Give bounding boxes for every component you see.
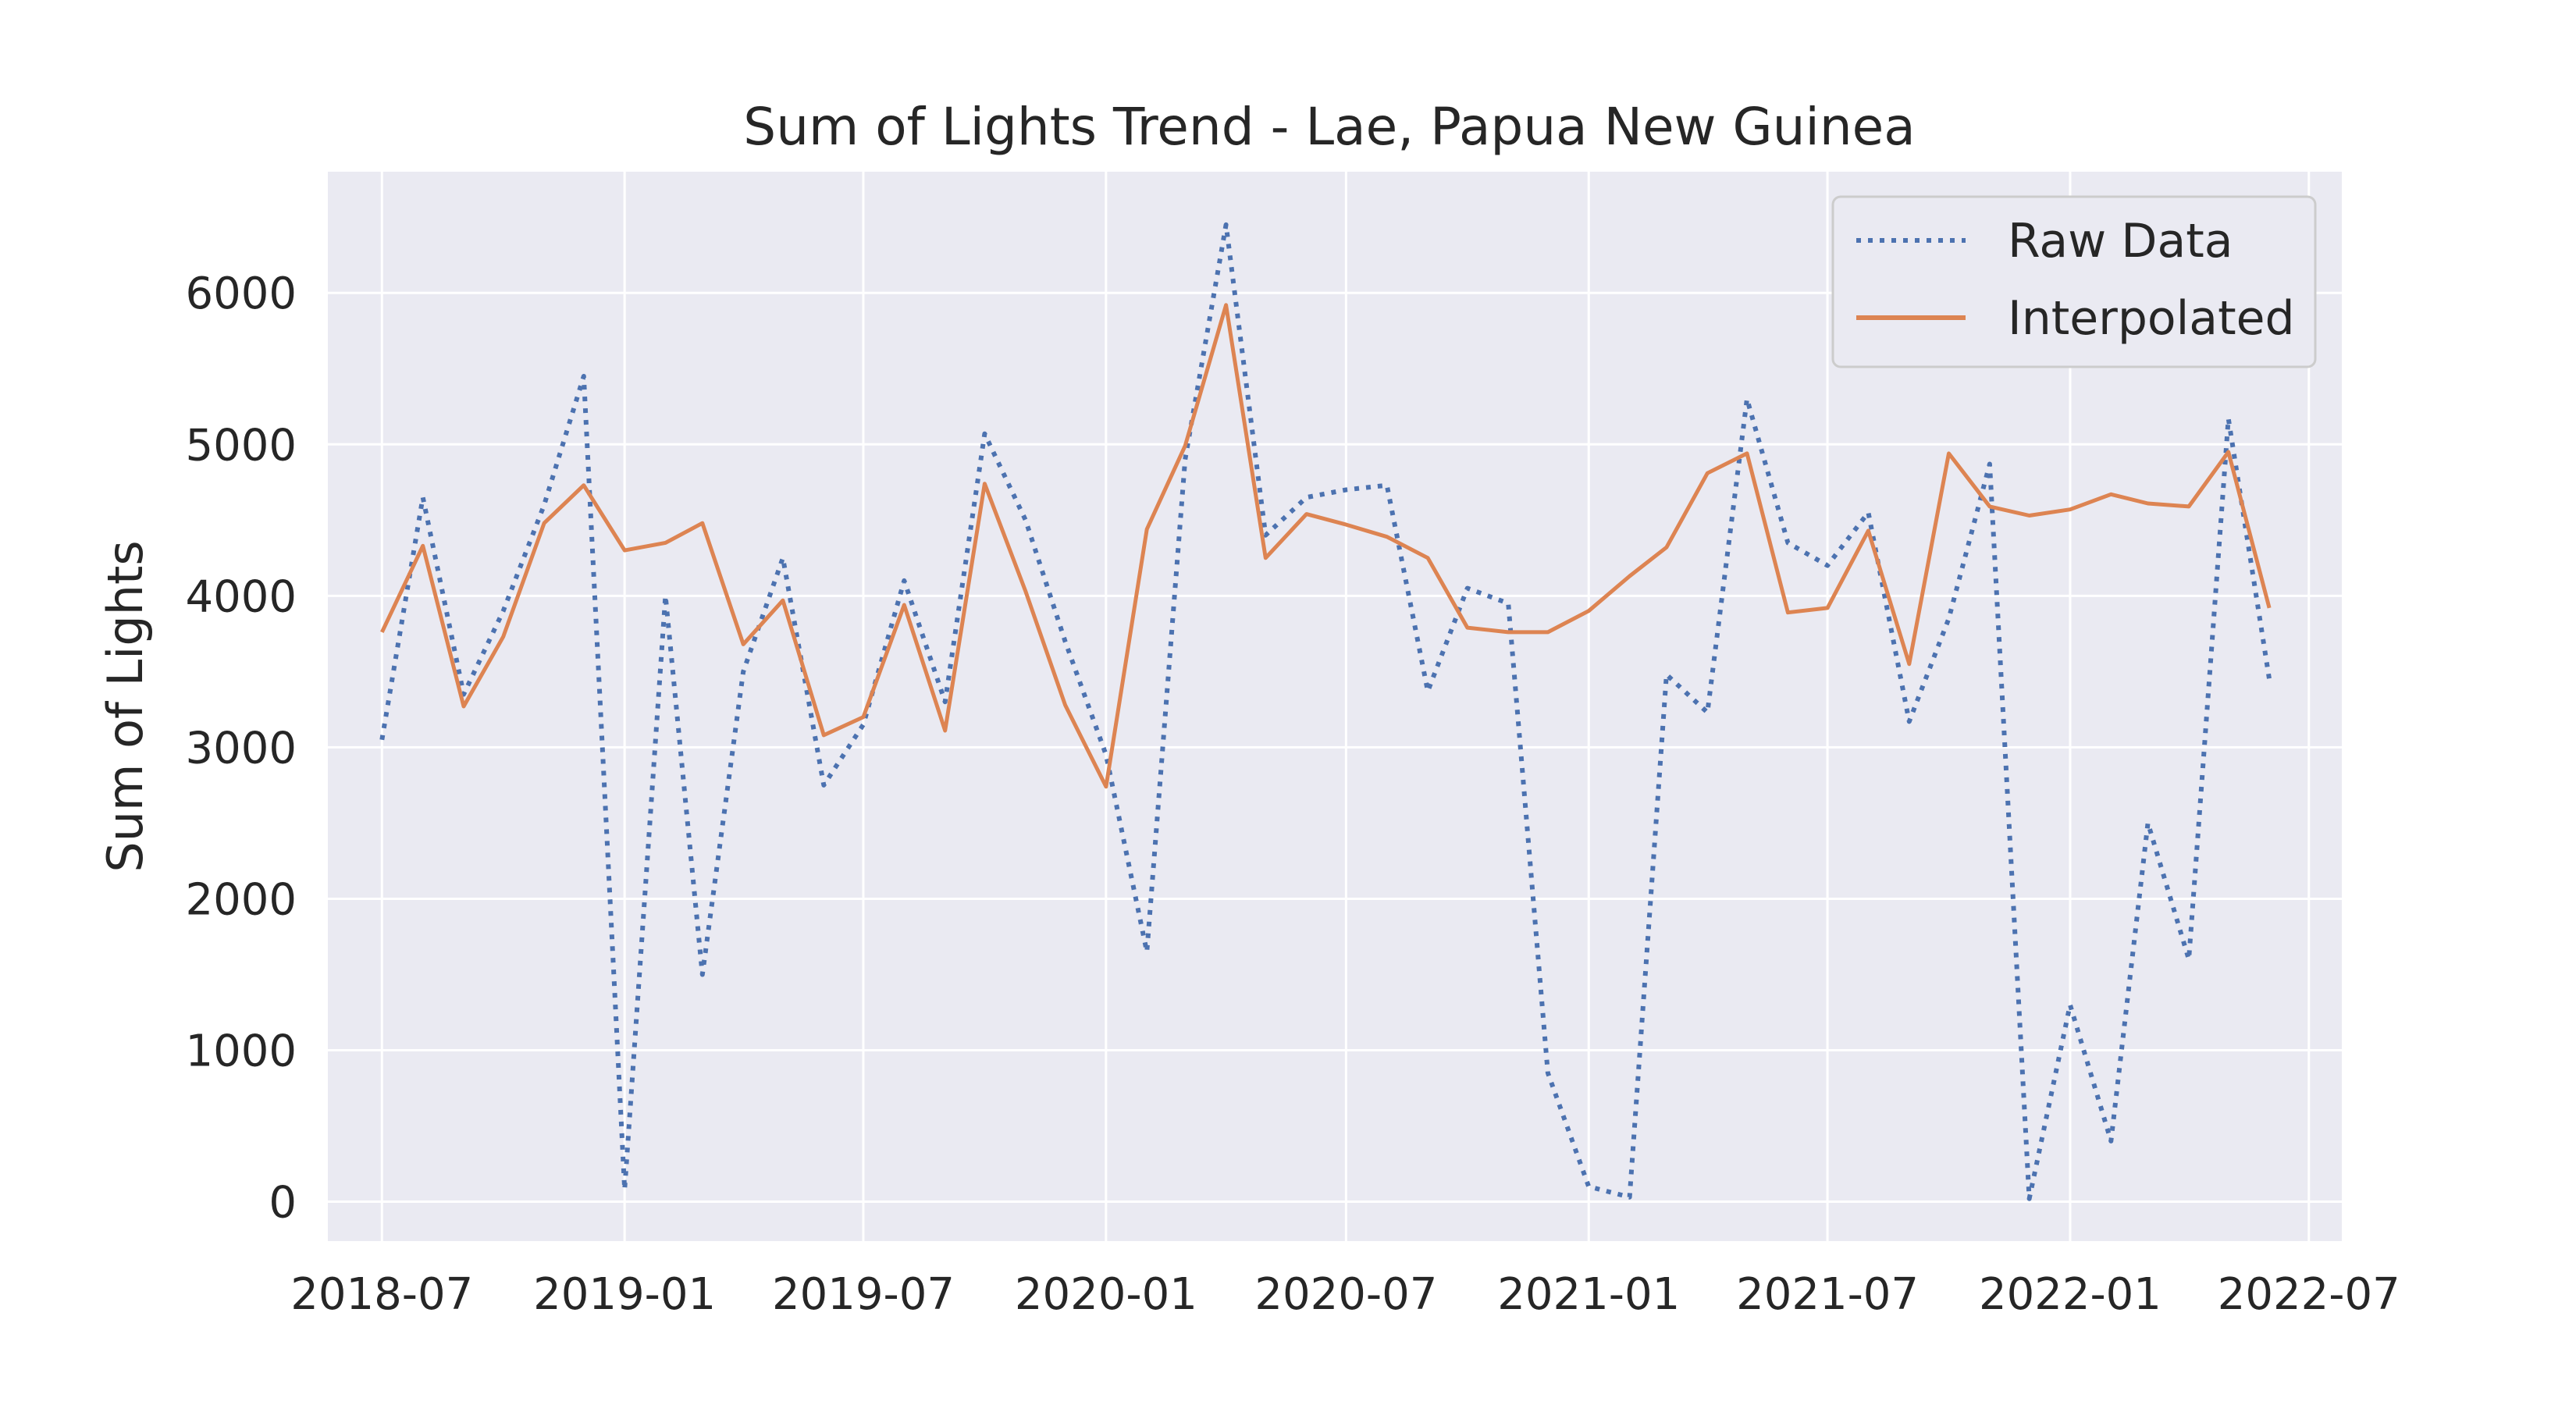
x-tick-label: 2018-07 (290, 1269, 473, 1320)
y-tick-label: 0 (269, 1178, 297, 1229)
y-axis-title: Sum of Lights (97, 540, 154, 872)
x-tick-label: 2020-01 (1015, 1269, 1197, 1320)
legend: Raw Data Interpolated (1831, 195, 2317, 368)
x-tick-label: 2021-01 (1497, 1269, 1680, 1320)
y-tick-label: 1000 (185, 1026, 297, 1076)
y-tick-label: 3000 (185, 723, 297, 774)
y-tick-label: 4000 (185, 571, 297, 622)
x-tick-label: 2022-07 (2218, 1269, 2400, 1320)
y-tick-label: 5000 (185, 420, 297, 471)
x-tick-label: 2022-01 (1979, 1269, 2161, 1320)
legend-label-raw-data: Raw Data (2008, 214, 2233, 269)
legend-label-interpolated: Interpolated (2008, 291, 2295, 346)
y-tick-label: 6000 (185, 269, 297, 319)
x-tick-label: 2019-07 (772, 1269, 955, 1320)
x-tick-label: 2019-01 (533, 1269, 716, 1320)
x-tick-label: 2020-07 (1254, 1269, 1437, 1320)
series-line-interpolated (380, 303, 2272, 789)
x-tick-label: 2021-07 (1736, 1269, 1919, 1320)
series-layer (379, 222, 2272, 1201)
y-tick-label: 2000 (185, 874, 297, 925)
chart-title: Sum of Lights Trend - Lae, Papua New Gui… (743, 97, 1915, 157)
ticks: 2018-07 2019-01 2019-07 2020-01 2020-07 2021-… (185, 269, 2400, 1320)
